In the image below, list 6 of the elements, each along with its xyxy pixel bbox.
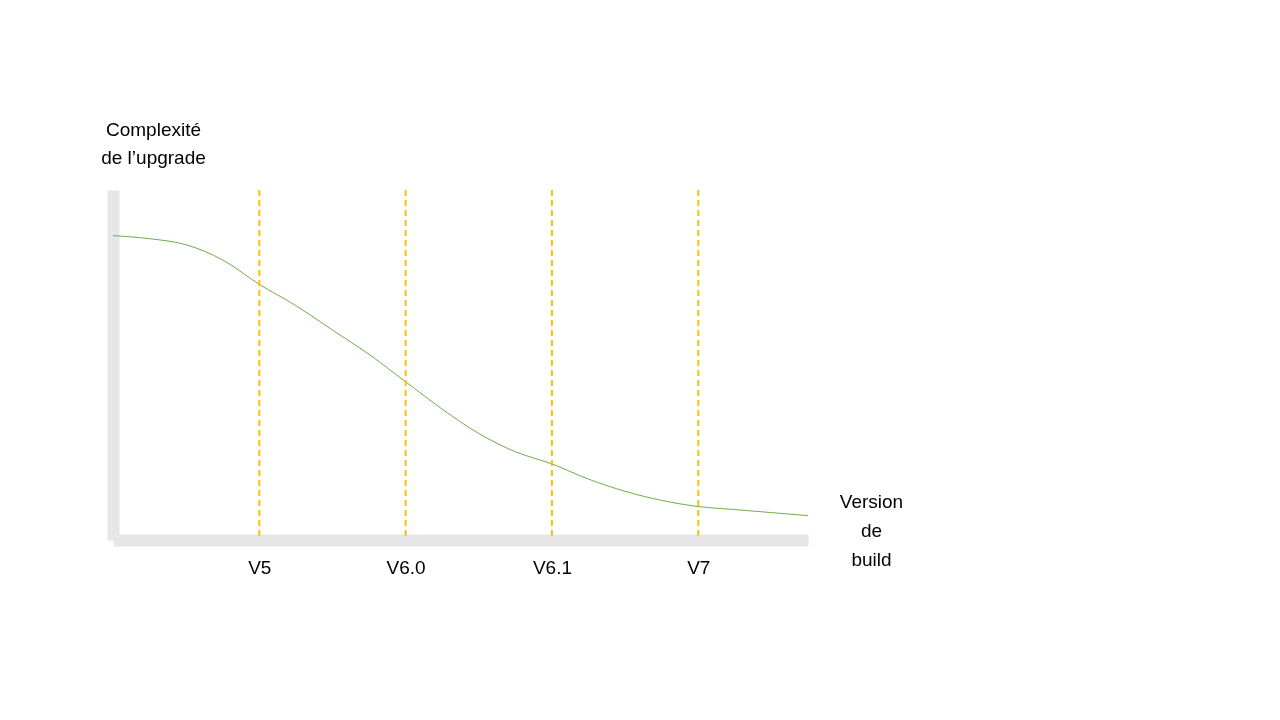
- x-tick-label: V6.0: [386, 556, 426, 578]
- x-tick-label: V5: [248, 556, 272, 578]
- x-axis-title: Version de build: [839, 490, 904, 570]
- x-tick-label: V7: [687, 556, 711, 578]
- x-tick-label: V6.1: [532, 556, 572, 578]
- y-axis-title: Complexité de l’upgrade: [101, 118, 206, 168]
